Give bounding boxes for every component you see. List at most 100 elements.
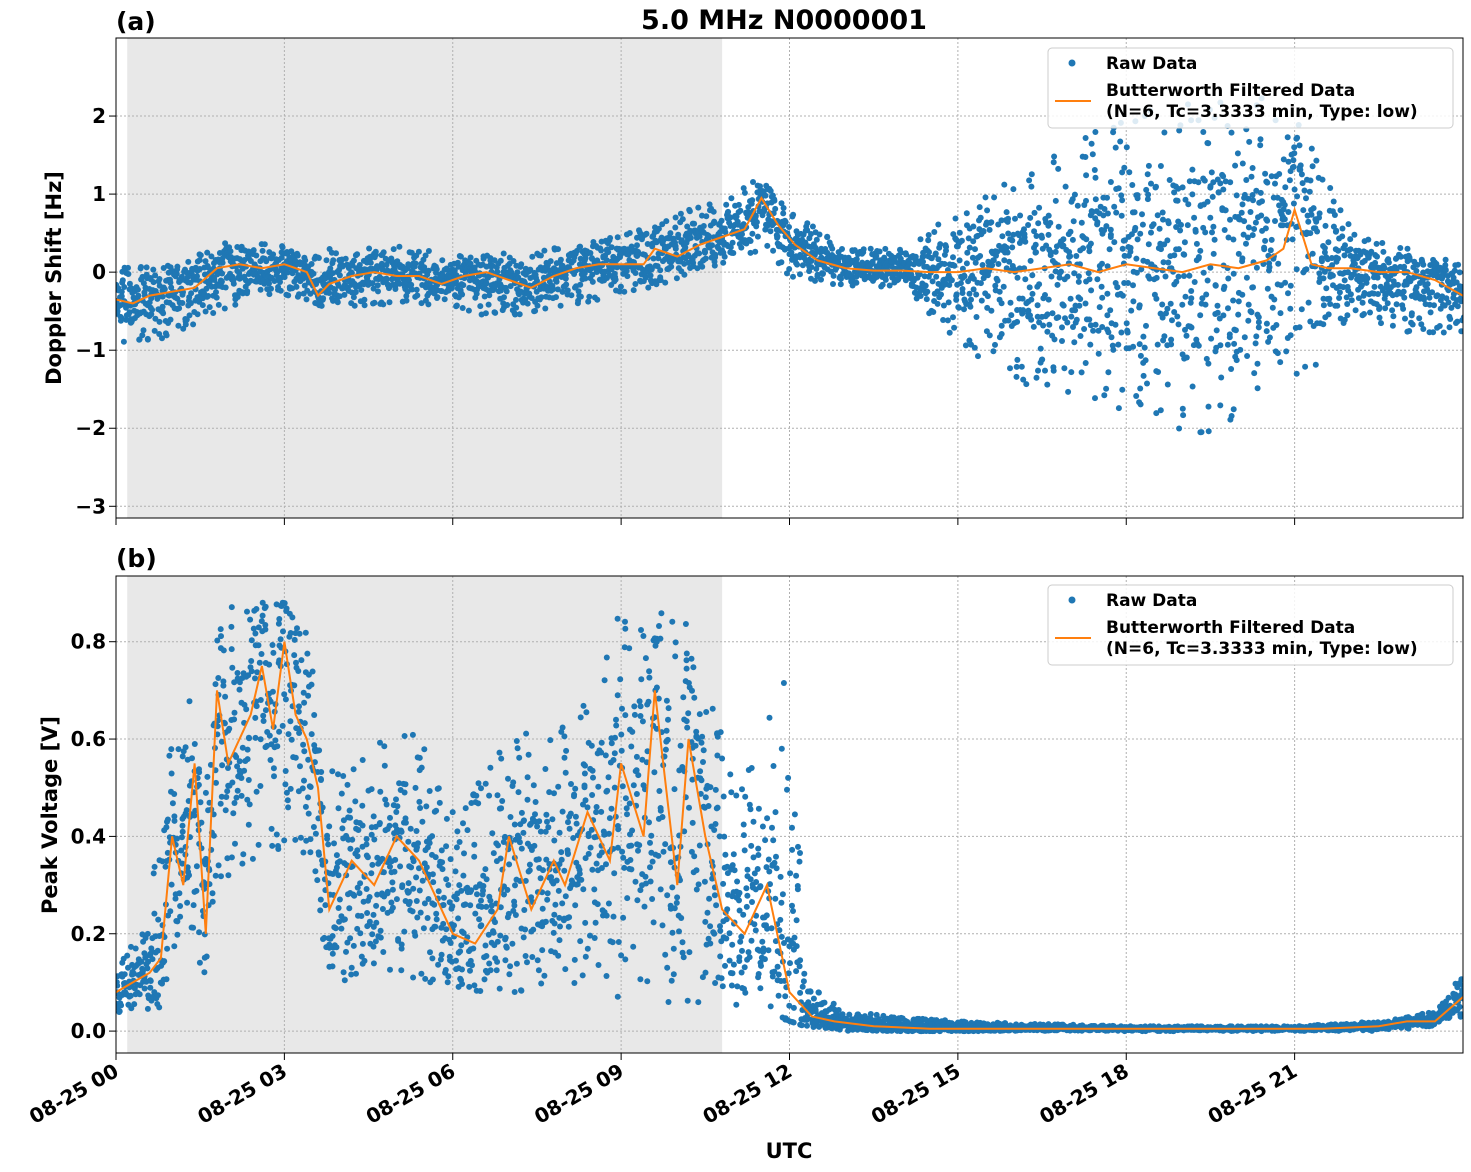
raw-point <box>1161 129 1168 136</box>
raw-point <box>917 293 924 299</box>
raw-point <box>935 221 942 228</box>
raw-point <box>1008 312 1015 319</box>
raw-point <box>1106 246 1113 253</box>
raw-point <box>637 887 644 894</box>
raw-point <box>1286 177 1293 184</box>
raw-point <box>546 789 553 796</box>
raw-point <box>218 278 225 285</box>
raw-point <box>709 705 716 712</box>
raw-point <box>748 200 755 207</box>
raw-point <box>348 270 355 276</box>
raw-point <box>955 304 962 311</box>
raw-point <box>147 978 154 984</box>
raw-point <box>233 754 240 760</box>
raw-point <box>398 828 405 835</box>
raw-point <box>246 801 253 808</box>
raw-point <box>190 924 197 931</box>
raw-point <box>920 253 927 260</box>
raw-point <box>632 878 639 885</box>
raw-point <box>144 1005 151 1012</box>
raw-point <box>1174 197 1181 204</box>
raw-point <box>283 789 290 796</box>
raw-point <box>236 270 243 277</box>
raw-point <box>151 863 158 870</box>
raw-point <box>691 694 698 701</box>
raw-point <box>693 867 700 874</box>
raw-point <box>594 901 601 908</box>
raw-point <box>621 288 628 295</box>
raw-point <box>912 253 919 260</box>
raw-point <box>151 910 158 917</box>
raw-point <box>559 288 566 295</box>
raw-point <box>423 864 430 871</box>
panel-b: 0.80.60.40.20.0 08-25 00 08-25 03 08-25 06… <box>25 544 1464 1129</box>
raw-point <box>1044 328 1051 335</box>
raw-point <box>754 233 761 240</box>
raw-point <box>1262 170 1269 177</box>
raw-point <box>735 201 742 208</box>
raw-point <box>483 953 490 959</box>
raw-point <box>1241 218 1248 225</box>
raw-point <box>1103 223 1110 230</box>
raw-point <box>1073 316 1080 323</box>
raw-point <box>473 792 480 799</box>
raw-point <box>648 266 655 273</box>
raw-point <box>193 863 200 870</box>
panel-a-y-ticks: 210−1−2−3 <box>75 104 116 518</box>
raw-point <box>1119 245 1126 252</box>
raw-point <box>630 287 637 294</box>
raw-point <box>1058 268 1064 275</box>
raw-point <box>402 815 409 822</box>
raw-point <box>1272 218 1278 224</box>
raw-point <box>445 973 452 980</box>
raw-point <box>160 284 167 291</box>
raw-point <box>320 295 327 302</box>
raw-point <box>492 919 498 926</box>
raw-point <box>534 823 541 830</box>
raw-point <box>1082 300 1089 307</box>
raw-point <box>603 973 610 979</box>
raw-point <box>239 860 246 867</box>
raw-point <box>622 956 629 963</box>
raw-point <box>986 332 993 339</box>
raw-point <box>556 937 563 944</box>
raw-point <box>682 244 689 251</box>
raw-point <box>171 791 178 797</box>
raw-point <box>1055 223 1062 230</box>
raw-point <box>956 257 963 264</box>
raw-point <box>665 705 672 712</box>
raw-point <box>956 229 963 236</box>
raw-point <box>499 798 506 804</box>
raw-point <box>342 255 349 262</box>
raw-point <box>786 224 792 230</box>
raw-point <box>1103 385 1110 392</box>
raw-point <box>703 709 710 715</box>
raw-point <box>646 819 652 826</box>
raw-point <box>1239 291 1246 298</box>
raw-point <box>1118 212 1125 219</box>
raw-point <box>1303 266 1310 273</box>
raw-point <box>1028 171 1035 178</box>
raw-point <box>1163 310 1169 317</box>
raw-point <box>129 969 136 975</box>
raw-point <box>159 293 166 300</box>
raw-point <box>1021 231 1028 238</box>
raw-point <box>253 788 260 795</box>
raw-point <box>273 831 280 838</box>
raw-point <box>118 1002 125 1009</box>
raw-point <box>1416 315 1423 322</box>
raw-point <box>116 1009 123 1015</box>
raw-point <box>1200 129 1207 135</box>
y-tick-label: −2 <box>75 416 106 440</box>
raw-point <box>150 266 157 273</box>
raw-point <box>446 953 453 960</box>
raw-point <box>1217 402 1224 409</box>
raw-point <box>657 635 664 642</box>
raw-point <box>1400 288 1407 295</box>
raw-point <box>202 789 209 796</box>
raw-point <box>276 616 283 622</box>
raw-point <box>627 857 634 863</box>
raw-point <box>361 302 368 309</box>
raw-point <box>521 907 528 913</box>
raw-point <box>1249 192 1256 198</box>
